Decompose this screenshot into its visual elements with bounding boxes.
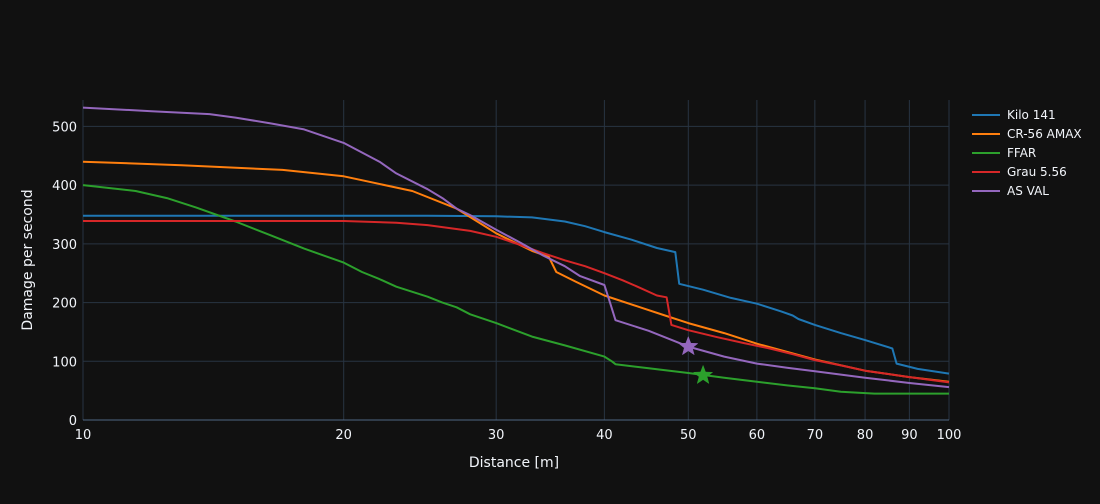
x-tick-label: 10 <box>75 428 92 443</box>
series-line[interactable] <box>82 160 950 383</box>
series-line[interactable] <box>83 214 950 375</box>
series-line[interactable] <box>82 106 950 389</box>
y-tick-label: 200 <box>52 297 77 312</box>
x-tick-label: 60 <box>749 428 766 443</box>
legend-label: CR-56 AMAX <box>1007 127 1082 141</box>
x-tick-label: 90 <box>901 428 918 443</box>
x-tick-label: 100 <box>937 428 962 443</box>
legend-label: AS VAL <box>1007 184 1049 198</box>
x-axis-title: Distance [m] <box>469 455 559 471</box>
star-markers <box>678 335 714 385</box>
x-tick-label: 50 <box>680 428 697 443</box>
y-tick-labels: 0 100 200 300 400 500 <box>52 120 77 429</box>
legend-label: Grau 5.56 <box>1007 165 1067 179</box>
series-line[interactable] <box>82 184 949 395</box>
legend[interactable]: Kilo 141 CR-56 AMAX FFAR Grau 5.56 AS VAL <box>972 108 1082 198</box>
star-marker[interactable] <box>692 364 714 385</box>
y-axis-title: Damage per second <box>20 189 36 330</box>
y-tick-label: 500 <box>52 120 77 135</box>
y-tick-label: 300 <box>52 238 77 253</box>
legend-item[interactable]: FFAR <box>972 146 1036 160</box>
y-tick-label: 400 <box>52 179 77 194</box>
legend-label: FFAR <box>1007 146 1036 160</box>
series-line[interactable] <box>83 220 950 384</box>
star-marker[interactable] <box>678 335 699 356</box>
y-tick-label: 100 <box>52 355 77 370</box>
series-lines <box>82 106 950 395</box>
legend-item[interactable]: Grau 5.56 <box>972 165 1067 179</box>
legend-item[interactable]: CR-56 AMAX <box>972 127 1082 141</box>
x-tick-label: 70 <box>807 428 824 443</box>
legend-item[interactable]: Kilo 141 <box>972 108 1056 122</box>
y-tick-label: 0 <box>69 414 77 429</box>
x-tick-label: 30 <box>488 428 505 443</box>
x-tick-label: 20 <box>335 428 352 443</box>
x-tick-labels: 10 20 30 40 50 60 70 80 90 100 <box>75 428 962 443</box>
x-tick-label: 40 <box>596 428 613 443</box>
x-tick-label: 80 <box>857 428 874 443</box>
legend-item[interactable]: AS VAL <box>972 184 1049 198</box>
legend-label: Kilo 141 <box>1007 108 1056 122</box>
